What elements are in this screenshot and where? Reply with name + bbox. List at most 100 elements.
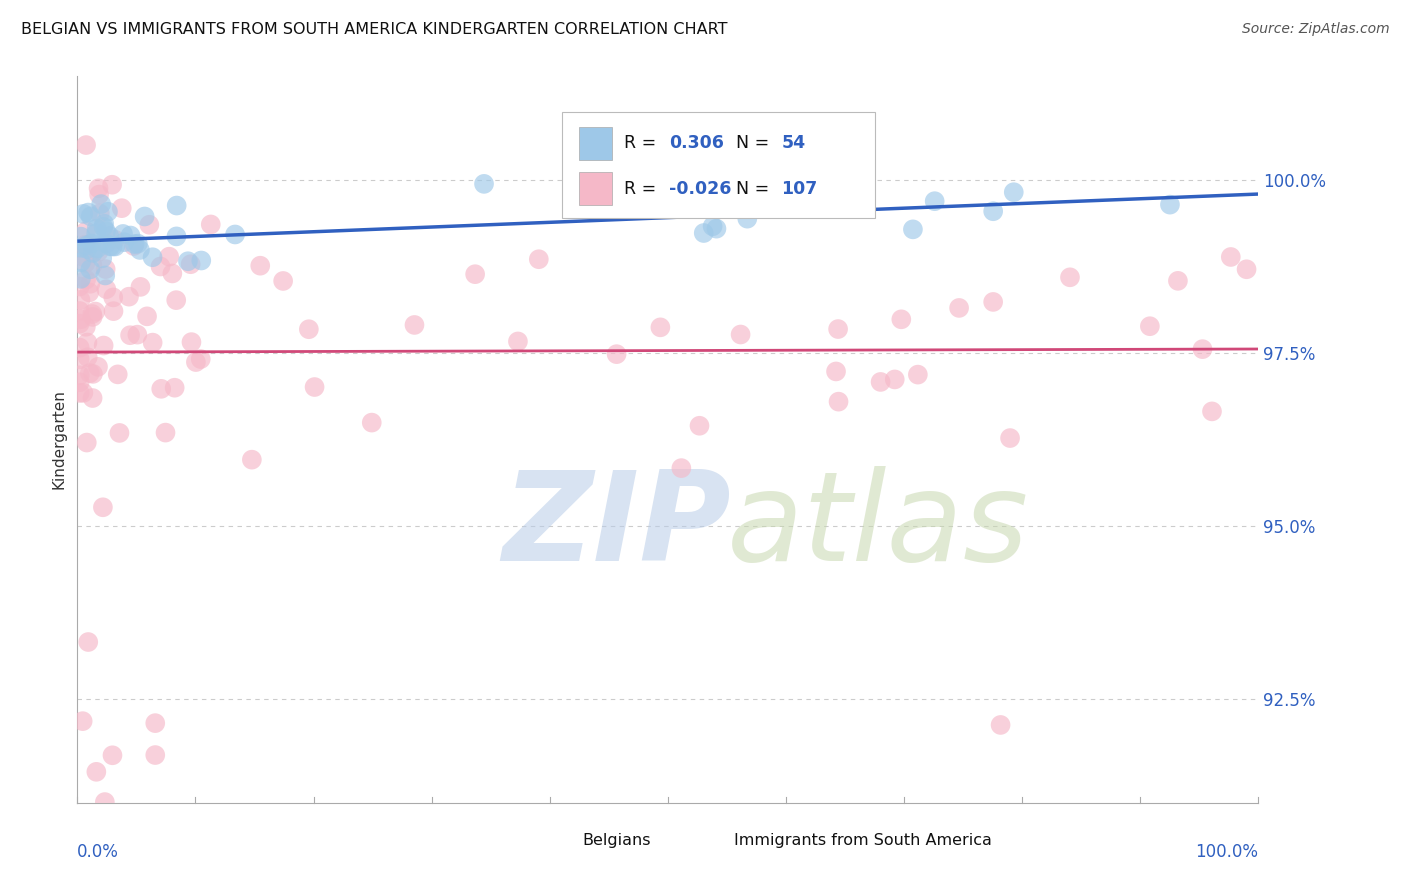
Point <box>94 224 117 238</box>
Point <box>464 267 486 281</box>
Point <box>150 382 173 396</box>
Point <box>75 256 97 270</box>
Point <box>90 197 112 211</box>
Point <box>527 252 550 267</box>
Text: BELGIAN VS IMMIGRANTS FROM SOUTH AMERICA KINDERGARTEN CORRELATION CHART: BELGIAN VS IMMIGRANTS FROM SOUTH AMERICA… <box>21 22 727 37</box>
Point <box>79 262 101 277</box>
Point <box>157 250 180 264</box>
Point <box>87 244 110 259</box>
Point <box>835 147 858 161</box>
Point <box>69 317 91 331</box>
Point <box>80 236 103 251</box>
Y-axis label: Kindergarten: Kindergarten <box>51 390 66 489</box>
Point <box>122 239 145 253</box>
Text: atlas: atlas <box>727 466 1029 587</box>
Point <box>98 229 121 244</box>
Point <box>138 218 160 232</box>
Point <box>1059 270 1081 285</box>
Point <box>101 239 124 253</box>
Point <box>166 229 188 244</box>
Point <box>120 228 142 243</box>
Point <box>69 312 91 326</box>
Point <box>737 211 759 226</box>
Point <box>650 320 672 334</box>
Point <box>79 210 101 224</box>
Point <box>86 221 108 235</box>
Point <box>69 293 91 307</box>
Point <box>155 425 177 440</box>
Point <box>143 747 166 762</box>
Point <box>77 205 100 219</box>
Point <box>87 359 110 374</box>
Point <box>86 764 108 779</box>
Point <box>127 236 149 251</box>
Point <box>72 385 94 400</box>
Point <box>706 221 728 235</box>
Point <box>730 327 752 342</box>
FancyBboxPatch shape <box>695 827 724 852</box>
Text: N =: N = <box>737 135 775 153</box>
Text: Immigrants from South America: Immigrants from South America <box>734 833 991 848</box>
Point <box>360 416 382 430</box>
Point <box>79 285 101 300</box>
Text: 100.0%: 100.0% <box>1195 843 1258 861</box>
Point <box>94 268 117 283</box>
Point <box>506 334 529 349</box>
Point <box>112 227 135 241</box>
Point <box>825 364 848 378</box>
Point <box>70 272 93 286</box>
Point <box>134 210 156 224</box>
Point <box>124 237 146 252</box>
Point <box>94 795 117 809</box>
Point <box>93 338 115 352</box>
Point <box>75 224 97 238</box>
Point <box>1219 250 1241 264</box>
Point <box>1191 342 1213 356</box>
Point <box>165 293 187 307</box>
Point <box>136 310 159 324</box>
Point <box>901 222 924 236</box>
Text: Belgians: Belgians <box>583 833 651 848</box>
Text: ZIP: ZIP <box>502 466 731 587</box>
Point <box>76 238 98 252</box>
Point <box>827 394 849 409</box>
Point <box>76 435 98 450</box>
Point <box>91 252 114 266</box>
Point <box>129 280 152 294</box>
Point <box>103 304 125 318</box>
Text: 54: 54 <box>782 135 806 153</box>
Point <box>180 335 202 350</box>
Point <box>75 319 97 334</box>
Point <box>1002 185 1025 199</box>
Point <box>69 386 91 401</box>
Point <box>91 500 114 515</box>
Point <box>98 239 121 253</box>
Point <box>200 218 222 232</box>
Point <box>82 246 104 260</box>
Point <box>166 198 188 212</box>
Point <box>127 327 149 342</box>
Point <box>224 227 246 242</box>
Point <box>69 304 91 318</box>
Point <box>1159 197 1181 211</box>
Point <box>1201 404 1223 418</box>
Point <box>162 267 184 281</box>
Text: R =: R = <box>624 179 662 197</box>
Point <box>79 277 101 291</box>
Point <box>141 250 163 264</box>
Point <box>94 236 117 251</box>
Point <box>70 229 93 244</box>
Text: 107: 107 <box>782 179 817 197</box>
Point <box>890 312 912 326</box>
Point <box>82 391 104 405</box>
Point <box>76 242 98 256</box>
Point <box>869 375 891 389</box>
Point <box>70 255 93 269</box>
Point <box>69 352 91 367</box>
Point <box>990 718 1012 732</box>
Point <box>129 243 152 257</box>
Point <box>82 258 104 272</box>
Point <box>82 310 104 324</box>
Point <box>101 748 124 763</box>
Point <box>70 241 93 255</box>
